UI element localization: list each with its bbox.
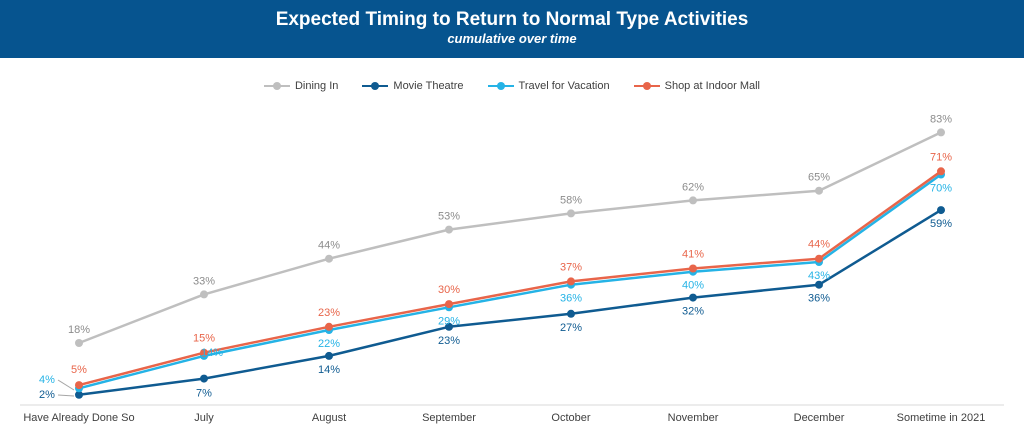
data-point-dining-in [200,290,208,299]
data-label-dining-in: 33% [193,275,215,287]
data-point-dining-in [325,254,333,263]
data-label-travel-for-vacation: 14% [201,347,223,359]
legend-swatch-shop-at-indoor-mall [633,81,660,91]
data-label-movie-theatre: 27% [560,322,582,334]
data-label-shop-at-indoor-mall: 44% [808,239,830,251]
data-label-shop-at-indoor-mall: 71% [930,151,952,163]
x-tick-label: Sometime in 2021 [897,412,986,424]
data-point-dining-in [689,196,697,205]
data-label-travel-for-vacation: 70% [930,183,952,195]
data-point-dining-in [815,186,823,195]
data-label-dining-in: 53% [438,211,460,223]
legend-label-dining-in: Dining In [294,80,339,92]
data-label-movie-theatre: 2% [39,389,55,401]
data-label-dining-in: 58% [560,194,582,206]
data-label-movie-theatre: 14% [318,364,340,376]
data-label-shop-at-indoor-mall: 41% [682,248,704,260]
data-label-shop-at-indoor-mall: 5% [71,364,87,376]
legend-item-dining-in: Dining In [263,80,339,92]
legend-item-shop-at-indoor-mall: Shop at Indoor Mall [633,80,760,92]
data-point-dining-in [445,225,453,234]
x-tick-label: August [312,412,346,424]
series-line-travel-for-vacation [78,173,942,390]
data-label-travel-for-vacation: 40% [682,280,704,292]
data-label-shop-at-indoor-mall: 23% [318,307,340,319]
data-label-shop-at-indoor-mall: 37% [560,261,582,273]
data-point-shop-at-indoor-mall [937,167,945,176]
data-label-movie-theatre: 23% [438,335,460,347]
legend: Dining In Movie Theatre Travel for Vacat… [0,80,1024,92]
data-point-shop-at-indoor-mall [815,254,823,263]
x-tick-label: July [194,412,214,424]
chart-title: Expected Timing to Return to Normal Type… [275,9,749,30]
x-tick-label: November [668,412,719,424]
data-point-shop-at-indoor-mall [689,264,697,273]
data-label-movie-theatre: 32% [682,306,704,318]
data-label-travel-for-vacation: 4% [39,374,55,386]
data-label-dining-in: 44% [318,240,340,252]
data-point-shop-at-indoor-mall [567,277,575,286]
data-label-movie-theatre: 7% [196,388,212,400]
legend-item-travel-for-vacation: Travel for Vacation [487,80,610,92]
legend-label-shop-at-indoor-mall: Shop at Indoor Mall [664,80,760,92]
data-label-dining-in: 18% [68,324,90,336]
data-label-travel-for-vacation: 36% [560,293,582,305]
series-line-shop-at-indoor-mall [78,170,942,387]
data-point-movie-theatre [689,293,697,302]
series-dining-in [75,128,945,347]
data-point-dining-in [75,339,83,347]
data-label-travel-for-vacation: 22% [318,338,340,350]
data-label-dining-in: 62% [682,181,704,193]
data-label-movie-theatre: 59% [930,218,952,230]
series-line-dining-in [78,131,942,345]
leader-line [57,394,75,397]
data-label-dining-in: 65% [808,172,830,184]
data-point-movie-theatre [75,390,83,399]
x-tick-label: October [551,412,590,424]
chart-subtitle: cumulative over time [447,31,577,46]
data-label-shop-at-indoor-mall: 30% [438,284,460,296]
data-label-shop-at-indoor-mall: 15% [193,333,215,345]
legend-label-travel-for-vacation: Travel for Vacation [518,80,610,92]
title-banner: Expected Timing to Return to Normal Type… [0,0,1024,58]
series-line-movie-theatre [78,209,942,397]
data-point-movie-theatre [200,374,208,383]
data-point-movie-theatre [815,280,823,289]
data-point-dining-in [567,209,575,218]
legend-swatch-travel-for-vacation [487,81,514,91]
data-point-movie-theatre [937,206,945,215]
legend-swatch-movie-theatre [362,81,389,91]
x-tick-label: December [794,412,845,424]
data-point-dining-in [937,128,945,137]
series-movie-theatre [75,206,945,399]
series-shop-at-indoor-mall [75,167,945,390]
data-point-shop-at-indoor-mall [445,300,453,309]
data-label-travel-for-vacation: 29% [438,315,460,327]
leader-line [57,379,75,391]
x-tick-label: Have Already Done So [23,412,134,424]
legend-item-movie-theatre: Movie Theatre [362,80,464,92]
data-label-movie-theatre: 36% [808,293,830,305]
legend-label-movie-theatre: Movie Theatre [393,80,464,92]
x-tick-label: September [422,412,476,424]
data-label-dining-in: 83% [930,113,952,125]
legend-swatch-dining-in [263,81,290,91]
data-point-shop-at-indoor-mall [75,381,83,390]
data-point-shop-at-indoor-mall [325,322,333,331]
data-point-movie-theatre [445,322,453,331]
data-point-shop-at-indoor-mall [200,348,208,357]
data-label-travel-for-vacation: 43% [808,270,830,282]
data-point-movie-theatre [567,309,575,318]
data-point-movie-theatre [325,351,333,360]
